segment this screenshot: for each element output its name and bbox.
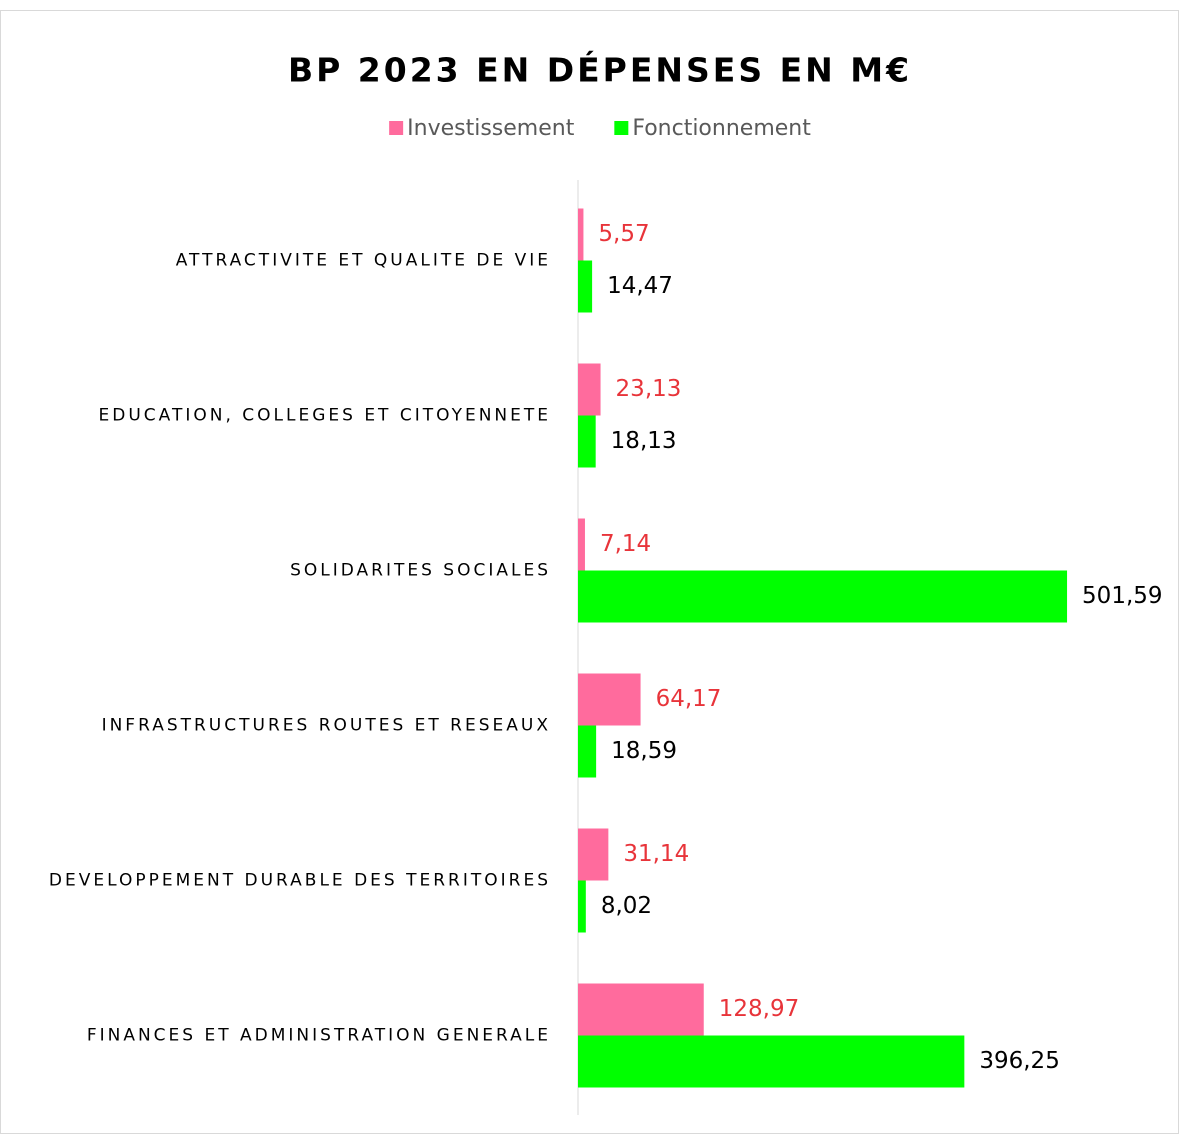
data-label: 14,47 (607, 273, 673, 299)
bar (578, 363, 601, 416)
data-label: 23,13 (616, 376, 682, 402)
data-label: 18,13 (611, 428, 677, 454)
bar (578, 208, 584, 261)
category-label: ATTRACTIVITE ET QUALITE DE VIE (176, 251, 551, 271)
category-label: SOLIDARITES SOCIALES (290, 561, 551, 581)
data-label: 31,14 (623, 841, 689, 867)
bar (578, 673, 641, 726)
chart-title: BP 2023 EN DÉPENSES EN M€ (288, 50, 912, 90)
data-label: 8,02 (601, 893, 652, 919)
data-label: 128,97 (719, 996, 799, 1022)
legend-swatch (389, 121, 404, 135)
data-label: 7,14 (600, 531, 651, 557)
legend-label: Fonctionnement (632, 116, 811, 141)
legend-label: Investissement (407, 116, 575, 141)
category-label: DEVELOPPEMENT DURABLE DES TERRITOIRES (49, 871, 551, 891)
bar (578, 415, 596, 468)
data-label: 396,25 (979, 1048, 1059, 1074)
category-label: INFRASTRUCTURES ROUTES ET RESEAUX (102, 716, 551, 736)
bar (578, 983, 704, 1036)
bar (578, 828, 609, 881)
data-label: 64,17 (656, 686, 722, 712)
bar (578, 260, 593, 313)
bar (578, 518, 585, 571)
category-label: FINANCES ET ADMINISTRATION GENERALE (87, 1026, 551, 1046)
bar (578, 725, 597, 778)
bar (578, 880, 586, 933)
legend-swatch (614, 121, 629, 135)
bar (578, 1035, 965, 1088)
data-label: 5,57 (598, 221, 649, 247)
bar (578, 570, 1068, 623)
data-label: 18,59 (611, 738, 677, 764)
data-label: 501,59 (1082, 583, 1162, 609)
category-label: EDUCATION, COLLEGES ET CITOYENNETE (99, 406, 551, 426)
